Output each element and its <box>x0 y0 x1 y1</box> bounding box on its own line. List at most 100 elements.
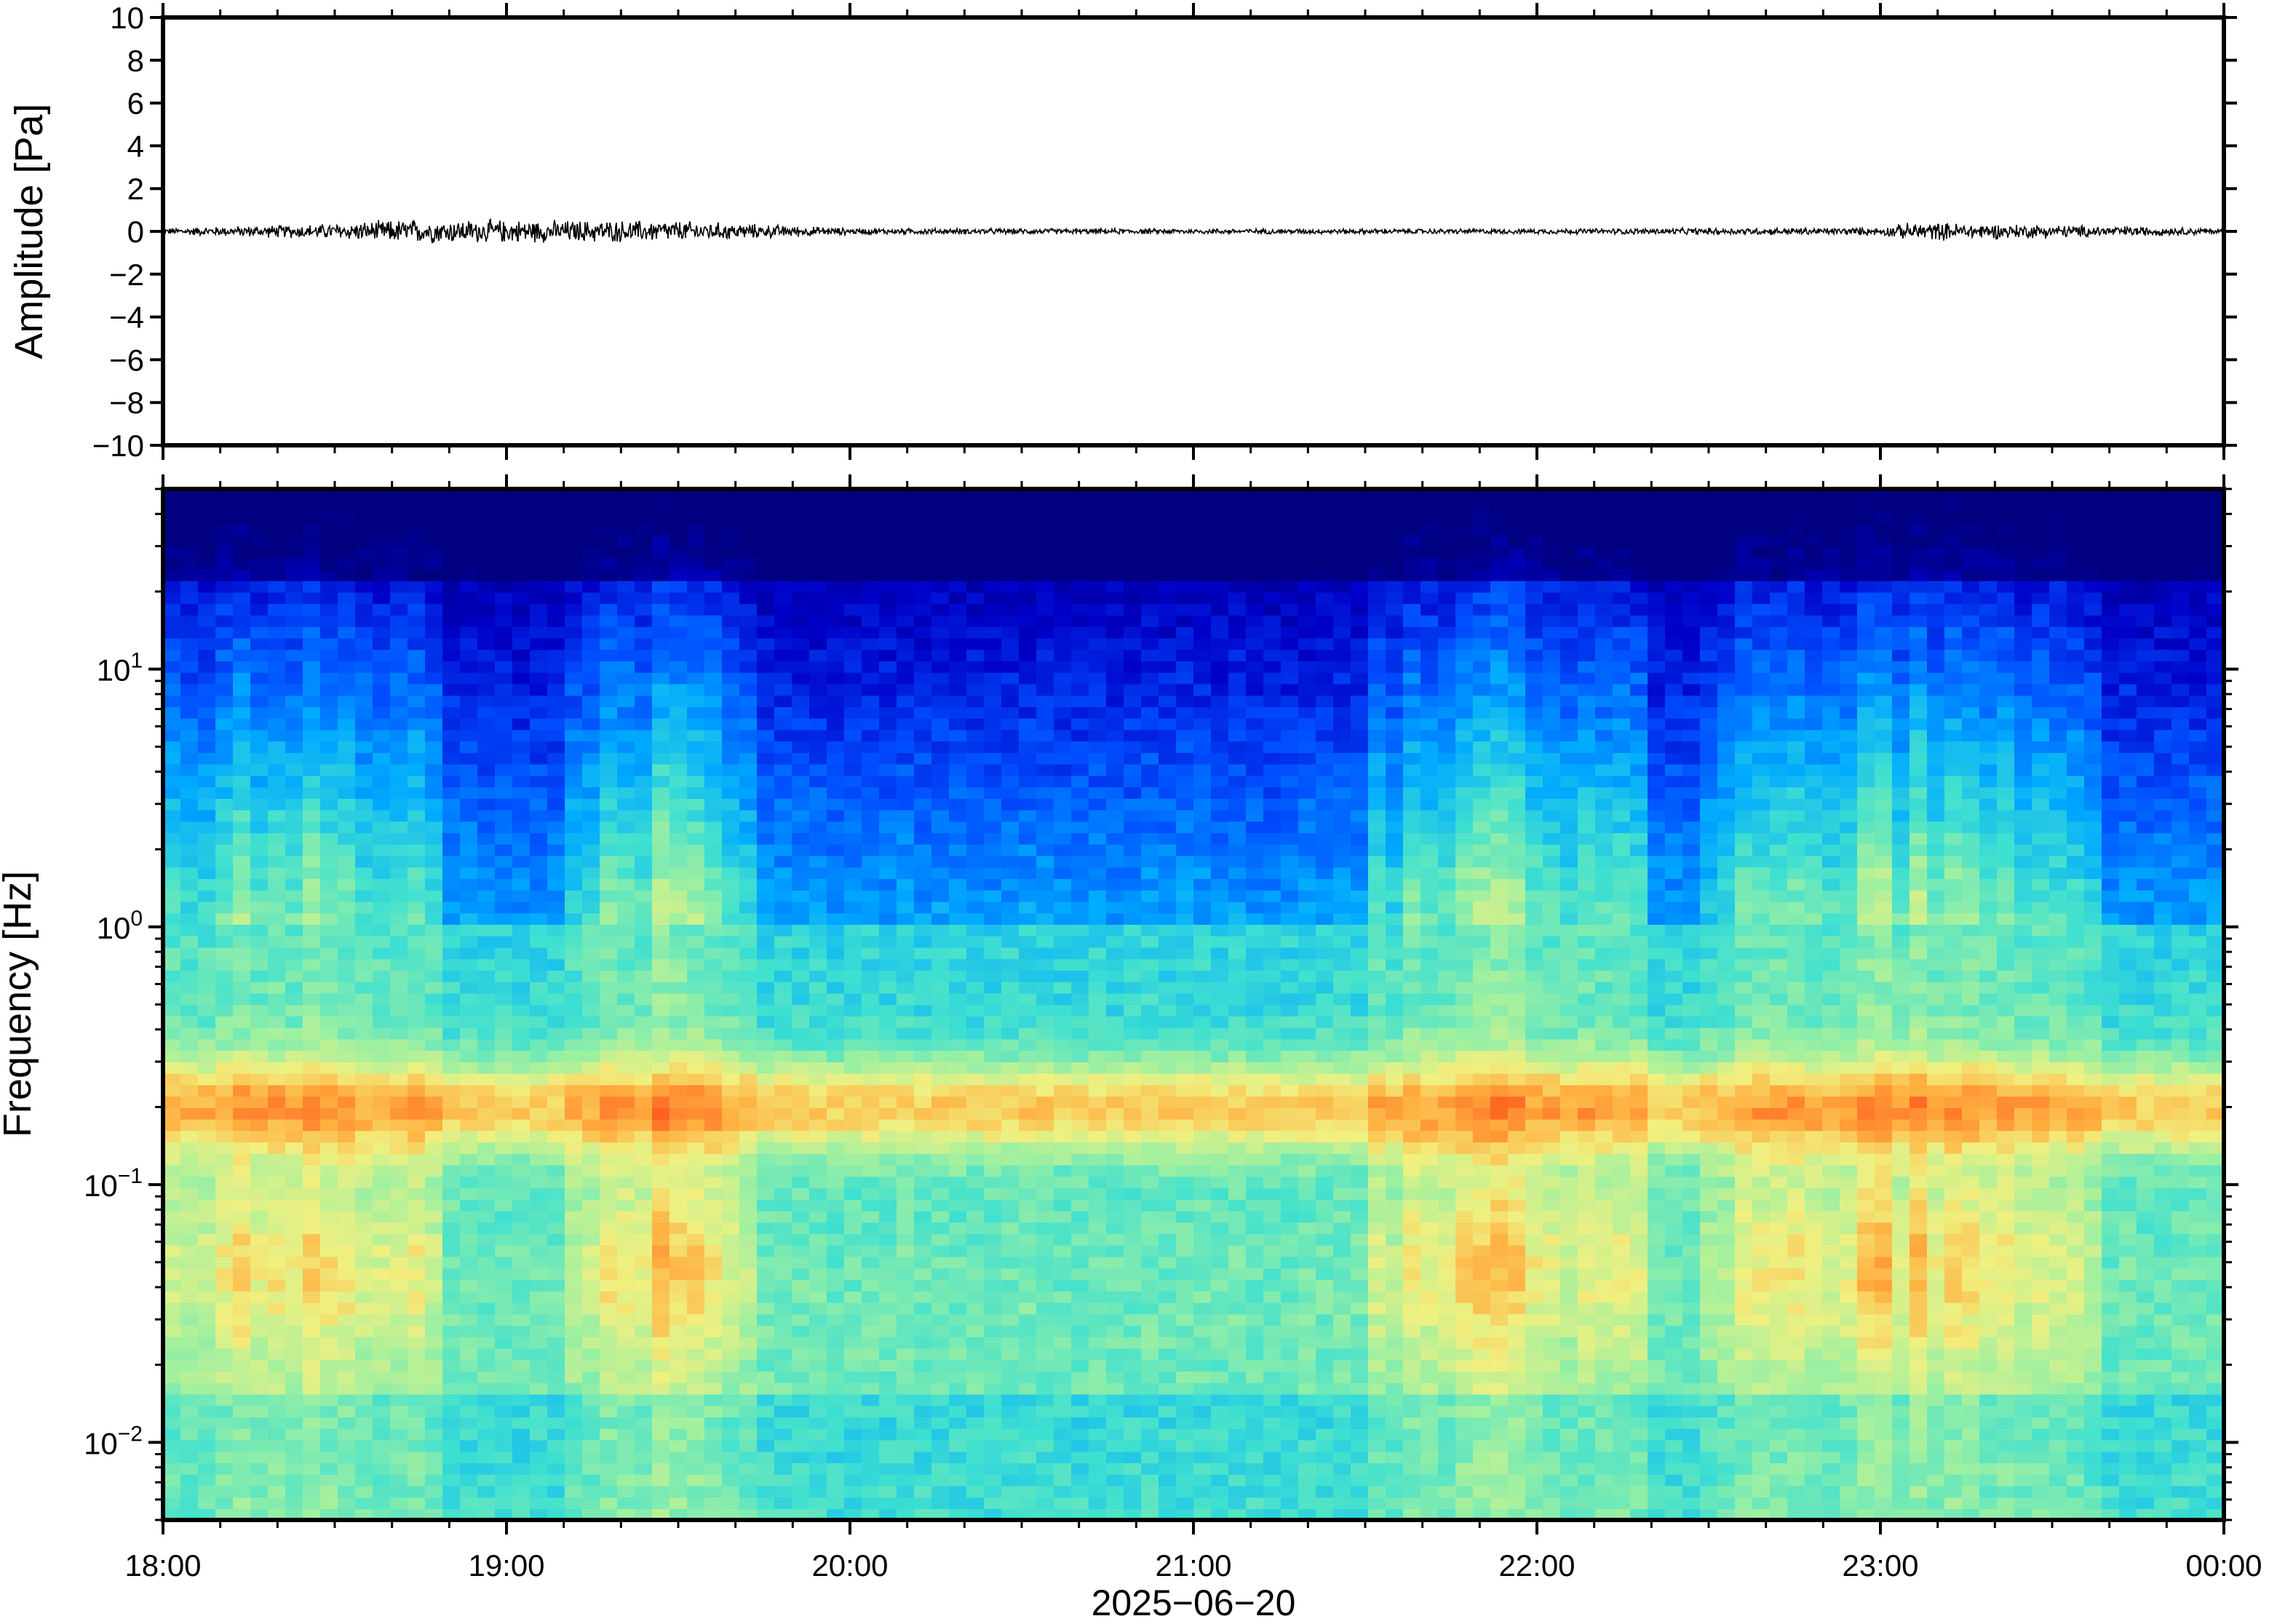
spectrogram-cell <box>565 970 583 982</box>
spectrogram-cell <box>1089 1210 1107 1223</box>
spectrogram-cell <box>652 1279 670 1291</box>
spectrogram-cell <box>792 924 810 936</box>
spectrogram-cell <box>512 1485 531 1498</box>
spectrogram-cell <box>390 1130 408 1143</box>
spectrogram-cell <box>198 1176 216 1189</box>
spectrogram-cell <box>477 672 496 685</box>
spectrogram-cell <box>931 626 950 639</box>
spectrogram-cell <box>408 936 426 948</box>
spectrogram-cell <box>687 809 705 822</box>
spectrogram-cell <box>879 1359 897 1372</box>
spectrogram-cell <box>949 1337 967 1349</box>
spectrogram-cell <box>722 1210 740 1223</box>
spectrogram-cell <box>879 683 897 696</box>
spectrogram-cell <box>931 1107 950 1120</box>
spectrogram-cell <box>984 661 1002 673</box>
spectrogram-cell <box>425 821 443 834</box>
spectrogram-cell <box>792 844 810 856</box>
spectrogram-cell <box>163 512 181 524</box>
spectrogram-cell <box>739 615 758 627</box>
spectrogram-cell <box>512 1245 531 1257</box>
spectrogram-cell <box>1106 1451 1124 1463</box>
spectrogram-cell <box>163 557 181 570</box>
spectrogram-cell <box>1054 1279 1072 1291</box>
spectrogram-cell <box>1089 1371 1107 1383</box>
spectrogram-cell <box>215 1016 234 1028</box>
spectrogram-cell <box>442 1062 461 1074</box>
spectrogram-cell <box>774 500 792 513</box>
spectrogram-cell <box>827 832 845 845</box>
spectrogram-cell <box>1054 1004 1072 1016</box>
spectrogram-cell <box>774 763 792 776</box>
spectrogram-cell <box>931 855 950 868</box>
spectrogram-cell <box>862 706 880 719</box>
spectrogram-cell <box>862 1222 880 1235</box>
spectrogram-cell <box>198 1164 216 1177</box>
spectrogram-cell <box>897 1405 915 1418</box>
spectrogram-cell <box>460 1337 478 1349</box>
spectrogram-cell <box>180 1096 199 1108</box>
spectrogram-cell <box>757 706 775 719</box>
spectrogram-cell <box>704 661 723 673</box>
spectrogram-cell <box>966 592 985 605</box>
spectrogram-cell <box>1054 947 1072 960</box>
spectrogram-cell <box>914 706 932 719</box>
spectrogram-cell <box>897 798 915 811</box>
spectrogram-cell <box>163 1256 181 1269</box>
spectrogram-cell <box>1089 1302 1107 1315</box>
amp-y-tick-label: −2 <box>109 258 144 292</box>
spectrogram-cell <box>373 1279 391 1291</box>
spectrogram-cell <box>250 603 269 616</box>
spectrogram-cell <box>390 1142 408 1154</box>
spectrogram-cell <box>180 763 199 776</box>
spectrogram-cell <box>739 1337 758 1349</box>
spectrogram-cell <box>1019 970 1037 982</box>
spectrogram-cell <box>635 1428 653 1441</box>
spectrogram-cell <box>966 1279 985 1291</box>
spectrogram-cell <box>198 1245 216 1257</box>
spectrogram-cell <box>180 1313 199 1326</box>
spectrogram-cell <box>984 936 1002 948</box>
spectrogram-cell <box>285 535 303 547</box>
spectrogram-cell <box>250 1313 269 1326</box>
spectrogram-cell <box>914 936 932 948</box>
spectrogram-cell <box>1054 1084 1072 1097</box>
spectrogram-cell <box>809 1371 827 1383</box>
spectrogram-cell <box>879 1107 897 1120</box>
spectrogram-cell <box>914 1004 932 1016</box>
spectrogram-cell <box>774 1439 792 1452</box>
spectrogram-cell <box>879 1027 897 1040</box>
spectrogram-cell <box>390 798 408 811</box>
spectrogram-cell <box>879 1199 897 1211</box>
spectrogram-cell <box>809 569 827 581</box>
spectrogram-cell <box>250 1474 269 1486</box>
spectrogram-cell <box>1036 878 1054 891</box>
spectrogram-cell <box>390 992 408 1006</box>
spectrogram-cell <box>757 821 775 834</box>
spectrogram-cell <box>303 1348 321 1361</box>
spectrogram-cell <box>1071 489 1089 501</box>
spectrogram-cell <box>460 535 478 547</box>
spectrogram-cell <box>425 1142 443 1154</box>
spectrogram-cell <box>1071 706 1089 719</box>
spectrogram-cell <box>163 1497 181 1509</box>
spectrogram-cell <box>897 717 915 731</box>
spectrogram-cell <box>477 970 496 982</box>
spectrogram-cell <box>687 1016 705 1028</box>
spectrogram-cell <box>1001 626 1020 639</box>
spectrogram-cell <box>425 729 443 742</box>
spectrogram-cell <box>1054 1474 1072 1486</box>
spectrogram-cell <box>949 1107 967 1120</box>
spectrogram-cell <box>669 1462 688 1475</box>
spectrogram-cell <box>914 1393 932 1406</box>
spectrogram-cell <box>966 1164 985 1177</box>
spectrogram-cell <box>687 1393 705 1406</box>
spectrogram-cell <box>757 752 775 765</box>
spectrogram-cell <box>163 958 181 971</box>
spectrogram-cell <box>1071 798 1089 811</box>
spectrogram-cell <box>704 1382 723 1395</box>
spectrogram-cell <box>373 970 391 982</box>
spectrogram-cell <box>373 535 391 547</box>
spectrogram-cell <box>1036 592 1054 605</box>
